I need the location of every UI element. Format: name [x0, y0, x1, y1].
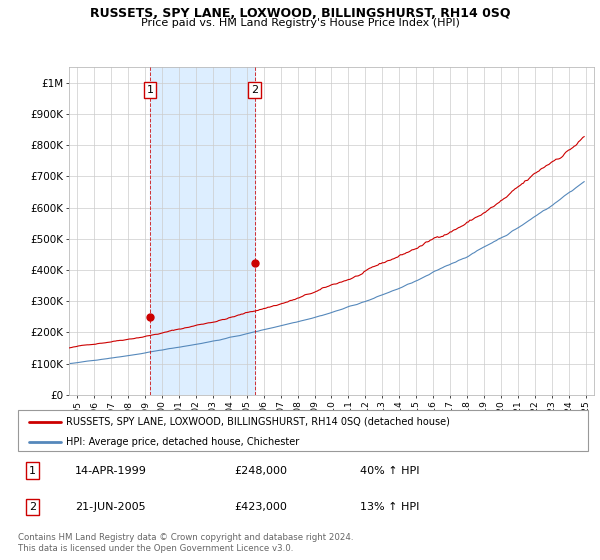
Text: Price paid vs. HM Land Registry's House Price Index (HPI): Price paid vs. HM Land Registry's House …: [140, 18, 460, 28]
Text: £248,000: £248,000: [235, 465, 287, 475]
Text: £423,000: £423,000: [235, 502, 287, 512]
Text: 14-APR-1999: 14-APR-1999: [75, 465, 147, 475]
Text: 40% ↑ HPI: 40% ↑ HPI: [360, 465, 419, 475]
Text: RUSSETS, SPY LANE, LOXWOOD, BILLINGSHURST, RH14 0SQ (detached house): RUSSETS, SPY LANE, LOXWOOD, BILLINGSHURS…: [67, 417, 451, 427]
Text: 13% ↑ HPI: 13% ↑ HPI: [360, 502, 419, 512]
FancyBboxPatch shape: [18, 410, 588, 451]
Text: Contains HM Land Registry data © Crown copyright and database right 2024.
This d: Contains HM Land Registry data © Crown c…: [18, 533, 353, 553]
Text: 1: 1: [29, 465, 36, 475]
Bar: [150, 67, 255, 395]
Text: 1: 1: [146, 85, 154, 95]
Text: RUSSETS, SPY LANE, LOXWOOD, BILLINGSHURST, RH14 0SQ: RUSSETS, SPY LANE, LOXWOOD, BILLINGSHURS…: [90, 7, 510, 20]
Text: 2: 2: [251, 85, 259, 95]
Text: 2: 2: [29, 502, 36, 512]
Text: HPI: Average price, detached house, Chichester: HPI: Average price, detached house, Chic…: [67, 437, 300, 447]
Text: 21-JUN-2005: 21-JUN-2005: [75, 502, 146, 512]
